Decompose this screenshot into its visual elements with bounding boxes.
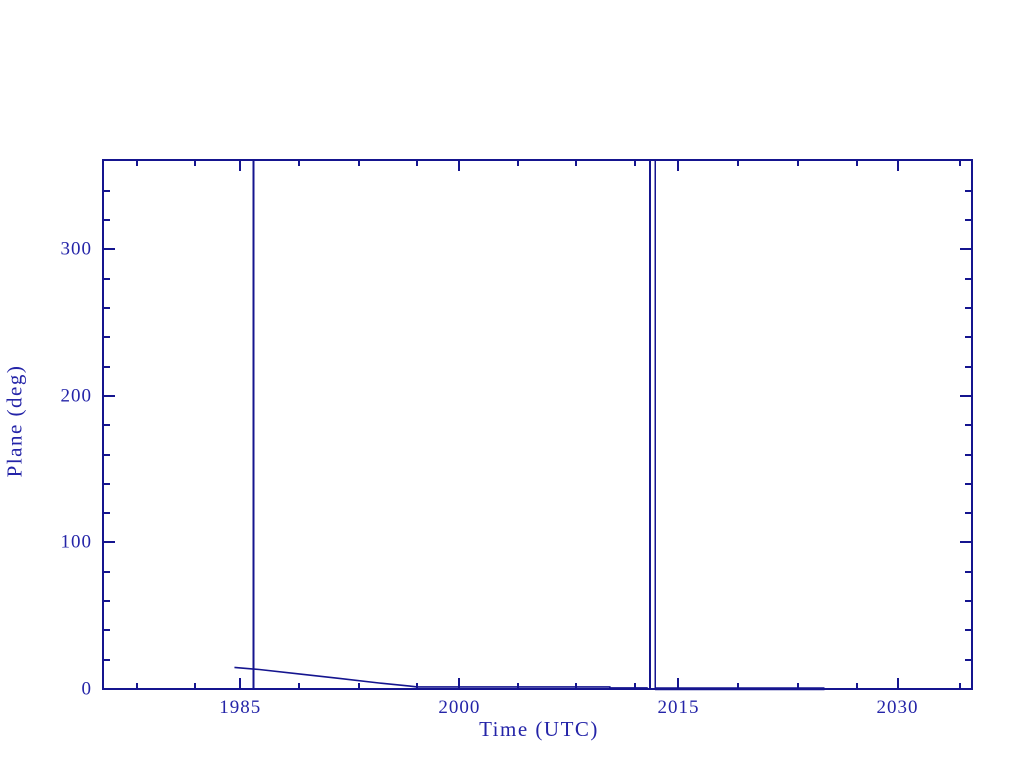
x-axis-label: Time (UTC) — [479, 717, 599, 741]
y-tick-label-0: 0 — [81, 678, 92, 700]
y-tick-label-300: 300 — [60, 238, 92, 260]
x-tick-label-2000: 2000 — [438, 697, 481, 718]
plot-border — [102, 159, 973, 690]
x-tick-label-2030: 2030 — [876, 697, 919, 718]
x-tick-label-1985: 1985 — [219, 697, 262, 718]
y-tick-label-100: 100 — [60, 531, 92, 553]
y-axis-label: Plane (deg) — [2, 364, 27, 478]
y-tick-label-200: 200 — [60, 385, 92, 407]
x-tick-label-2015: 2015 — [657, 697, 700, 718]
data-line-plane-angle-declining — [234, 666, 648, 689]
